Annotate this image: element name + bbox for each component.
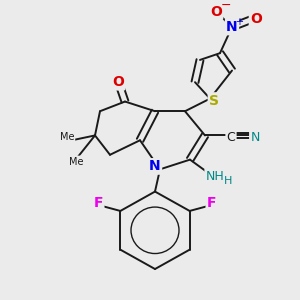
Text: Me: Me (69, 157, 83, 166)
Text: N: N (226, 20, 238, 34)
Text: NH: NH (206, 169, 224, 183)
Text: O: O (210, 4, 222, 19)
Text: +: + (235, 17, 243, 27)
Text: H: H (224, 176, 232, 186)
Text: C: C (226, 131, 236, 144)
Text: Me: Me (60, 132, 74, 142)
Text: F: F (94, 196, 103, 210)
Text: N: N (250, 131, 260, 144)
Text: −: − (221, 0, 231, 12)
Text: N: N (149, 159, 161, 173)
Text: S: S (209, 94, 219, 108)
Text: O: O (112, 75, 124, 89)
Text: O: O (250, 12, 262, 26)
Text: F: F (207, 196, 216, 210)
